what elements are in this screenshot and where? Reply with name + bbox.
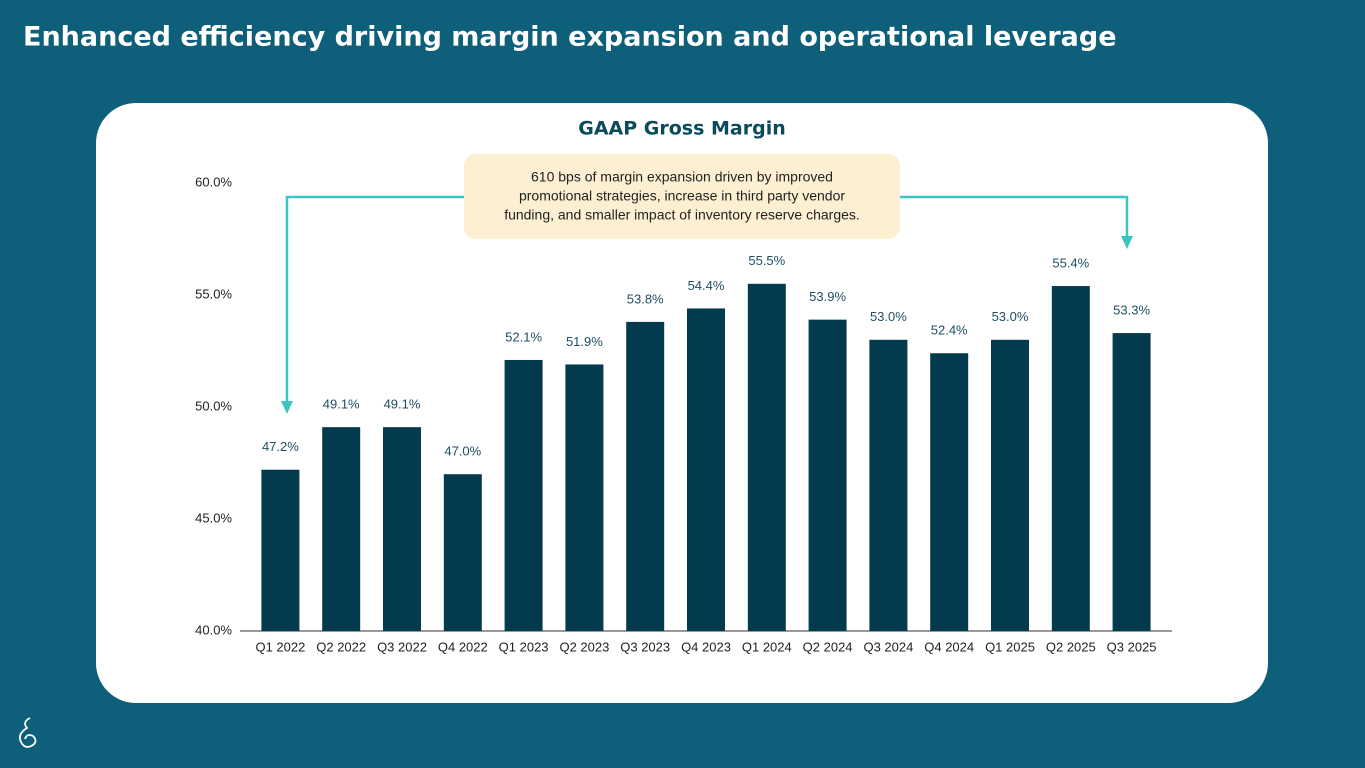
x-tick-label: Q4 2022 bbox=[438, 639, 488, 654]
value-label: 53.8% bbox=[627, 291, 664, 306]
value-label: 49.1% bbox=[384, 397, 421, 412]
bar bbox=[1112, 333, 1151, 631]
value-label: 53.0% bbox=[870, 309, 907, 324]
x-tick-label: Q1 2025 bbox=[985, 639, 1035, 654]
bar bbox=[808, 319, 847, 631]
logo bbox=[18, 717, 37, 748]
bar bbox=[869, 339, 908, 631]
value-label: 54.4% bbox=[688, 278, 725, 293]
y-tick-label: 40.0% bbox=[195, 622, 232, 637]
value-label: 49.1% bbox=[323, 397, 360, 412]
bar bbox=[1051, 286, 1090, 631]
value-label: 55.5% bbox=[748, 253, 785, 268]
y-tick-label: 50.0% bbox=[195, 398, 232, 413]
bar bbox=[747, 283, 786, 631]
annotation-line: promotional strategies, increase in thir… bbox=[519, 188, 845, 204]
arrowhead bbox=[281, 401, 293, 414]
bar bbox=[565, 364, 604, 631]
annotation-line: funding, and smaller impact of inventory… bbox=[504, 207, 860, 223]
arrow-left bbox=[285, 195, 464, 405]
value-label: 52.1% bbox=[505, 329, 542, 344]
x-tick-label: Q4 2024 bbox=[924, 639, 974, 654]
value-label: 53.0% bbox=[992, 309, 1029, 324]
bar bbox=[687, 308, 725, 631]
x-tick-label: Q2 2025 bbox=[1046, 639, 1096, 654]
x-tick-label: Q3 2025 bbox=[1107, 639, 1157, 654]
x-tick-label: Q2 2024 bbox=[803, 639, 853, 654]
arrow-right bbox=[900, 195, 1129, 240]
bar bbox=[504, 359, 543, 631]
value-label: 47.0% bbox=[444, 444, 481, 459]
x-tick-label: Q3 2023 bbox=[620, 639, 670, 654]
x-tick-label: Q3 2024 bbox=[863, 639, 913, 654]
y-tick-label: 45.0% bbox=[195, 510, 232, 525]
x-tick-label: Q1 2022 bbox=[255, 639, 305, 654]
value-label: 53.3% bbox=[1113, 303, 1150, 318]
bar bbox=[443, 474, 482, 631]
x-tick-label: Q2 2023 bbox=[559, 639, 609, 654]
value-label: 55.4% bbox=[1052, 255, 1089, 270]
chart-title: GAAP Gross Margin bbox=[578, 118, 786, 140]
value-label: 51.9% bbox=[566, 334, 603, 349]
value-label: 52.4% bbox=[931, 323, 968, 338]
x-tick-label: Q4 2023 bbox=[681, 639, 731, 654]
bar bbox=[930, 353, 969, 631]
y-tick-label: 55.0% bbox=[195, 286, 232, 301]
arrowhead bbox=[1121, 236, 1133, 249]
value-label: 47.2% bbox=[262, 439, 299, 454]
x-tick-label: Q1 2023 bbox=[499, 639, 549, 654]
annotation-box bbox=[464, 154, 900, 239]
page-title: Enhanced efficiency driving margin expan… bbox=[23, 22, 1117, 53]
bar bbox=[261, 469, 300, 631]
x-tick-label: Q1 2024 bbox=[742, 639, 792, 654]
bar bbox=[991, 339, 1029, 631]
value-label: 53.9% bbox=[809, 289, 846, 304]
bar bbox=[383, 427, 421, 631]
annotation-line: 610 bps of margin expansion driven by im… bbox=[531, 169, 833, 185]
bar bbox=[322, 427, 361, 631]
x-tick-label: Q2 2022 bbox=[316, 639, 366, 654]
bar bbox=[626, 321, 665, 631]
x-tick-label: Q3 2022 bbox=[377, 639, 427, 654]
y-tick-label: 60.0% bbox=[195, 174, 232, 189]
